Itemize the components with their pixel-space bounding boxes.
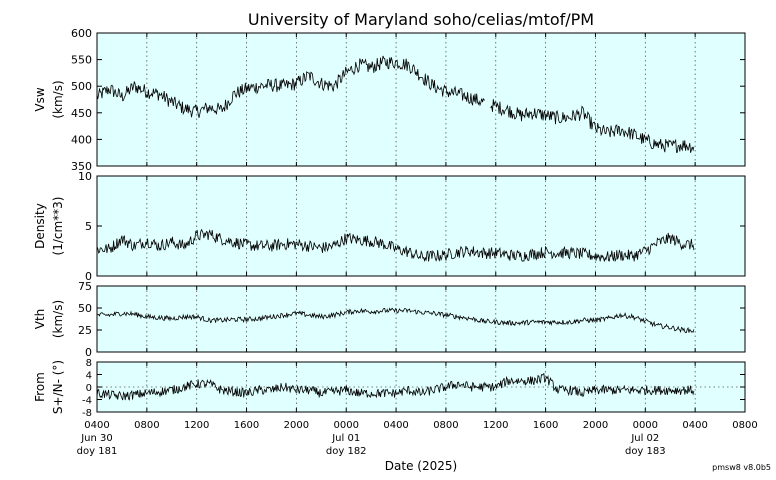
x-tick-label: 1600 (533, 420, 558, 431)
x-axis-label: Date (2025) (385, 459, 457, 473)
doy-label: doy 182 (326, 446, 367, 457)
y-axis-label: Density (33, 203, 47, 249)
x-tick-label: 0800 (134, 420, 159, 431)
y-axis-unit: S+/N- (°) (51, 360, 65, 414)
y-tick-label: -4 (82, 396, 92, 407)
y-tick-label: 4 (86, 371, 92, 382)
x-tick-label: 0400 (383, 420, 408, 431)
y-axis-label: Vsw (33, 87, 47, 111)
x-tick-label: 0800 (433, 420, 458, 431)
x-tick-label: 2000 (284, 420, 309, 431)
y-tick-label: 50 (78, 302, 92, 315)
x-tick-label: 0000 (334, 420, 359, 431)
y-axis-label: From (33, 372, 47, 402)
y-tick-label: 600 (71, 27, 92, 40)
panel-background (97, 176, 745, 276)
panel-from: -8-4 04 8 From S+/N- (°) (33, 358, 746, 419)
y-tick-label: 10 (78, 170, 92, 183)
y-axis-label: Vth (33, 309, 47, 330)
date-label: Jul 02 (630, 433, 659, 444)
y-tick-label: 400 (71, 133, 92, 146)
series-line-density (96, 228, 695, 263)
panel-frame (96, 285, 746, 353)
x-tick-label: 1200 (184, 420, 209, 431)
series-line-vth (96, 307, 695, 334)
y-tick-label: 0 (86, 383, 92, 394)
y-tick-label: 75 (78, 280, 92, 293)
y-tick-label: 500 (71, 80, 92, 93)
date-label: Jun 30 (80, 433, 113, 444)
y-axis-unit: (1/cm**3) (51, 197, 65, 256)
x-axis: 0400 0800 1200 1600 2000 0000 0400 0800 1200 1600… (77, 420, 758, 457)
panel-vsw: 350 400 450 500 550 600 Vsw (km/s) (33, 27, 746, 173)
x-tick-label: 0000 (633, 420, 658, 431)
doy-label: doy 181 (77, 446, 118, 457)
panel-density: 0 5 10 Density (1/cm**3) (33, 170, 746, 283)
x-tick-label: 2000 (583, 420, 608, 431)
y-axis-unit: (km/s) (51, 300, 65, 338)
panel-background (97, 33, 745, 166)
y-tick-label: 350 (71, 160, 92, 173)
y-tick-label: 8 (86, 358, 92, 369)
version-label: pmsw8 v8.0b5 (712, 463, 771, 472)
y-tick-label: 0 (85, 346, 92, 359)
series-line-vsw (96, 55, 695, 153)
y-tick-label: 25 (78, 324, 92, 337)
y-tick-label: 5 (85, 220, 92, 233)
y-tick-label: -8 (82, 408, 92, 419)
y-axis-unit: (km/s) (51, 80, 65, 118)
date-label: Jul 01 (331, 433, 360, 444)
panel-frame (96, 32, 746, 167)
x-tick-label: 1600 (234, 420, 259, 431)
series-line-from (96, 372, 695, 401)
x-tick-label: 0800 (732, 420, 757, 431)
y-tick-label: 550 (71, 54, 92, 67)
panel-vth: 0 25 50 75 Vth (km/s) (33, 280, 746, 359)
y-tick-label: 450 (71, 107, 92, 120)
x-tick-label: 1200 (483, 420, 508, 431)
chart-title: University of Maryland soho/celias/mtof/… (248, 10, 594, 29)
x-tick-label: 0400 (84, 420, 109, 431)
x-tick-label: 0400 (682, 420, 707, 431)
panel-background (97, 286, 745, 352)
doy-label: doy 183 (625, 446, 666, 457)
y-tick-label: 0 (85, 270, 92, 283)
